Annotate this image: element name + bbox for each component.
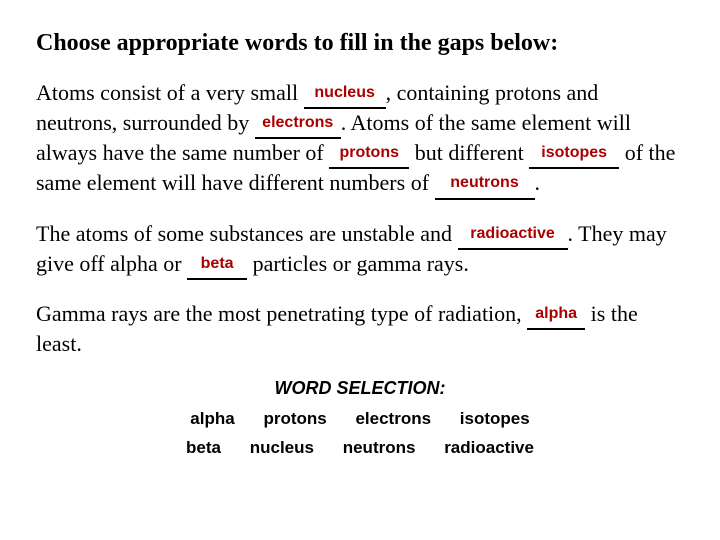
answer-8: alpha xyxy=(535,305,577,322)
paragraph-2: The atoms of some substances are unstabl… xyxy=(36,220,684,280)
word-selection-row-1: alpha protons electrons isotopes xyxy=(36,405,684,434)
blank-2: electrons xyxy=(255,109,341,139)
text-fragment: Gamma rays are the most penetrating type… xyxy=(36,301,527,326)
word-selection-title: WORD SELECTION: xyxy=(36,378,684,399)
blank-8: alpha xyxy=(527,300,585,330)
word-option: electrons xyxy=(355,405,431,434)
text-fragment: . xyxy=(535,170,541,195)
word-option: radioactive xyxy=(444,434,534,463)
word-option: alpha xyxy=(190,405,234,434)
word-option: isotopes xyxy=(460,405,530,434)
page-title: Choose appropriate words to fill in the … xyxy=(36,30,684,57)
text-fragment: The atoms of some substances are unstabl… xyxy=(36,221,458,246)
text-fragment: but different xyxy=(409,140,529,165)
word-option: protons xyxy=(263,405,326,434)
word-option: beta xyxy=(186,434,221,463)
blank-3: protons xyxy=(329,139,409,169)
worksheet-page: Choose appropriate words to fill in the … xyxy=(0,0,720,483)
paragraph-1: Atoms consist of a very small nucleus, c… xyxy=(36,79,684,200)
word-option: neutrons xyxy=(343,434,416,463)
paragraph-3: Gamma rays are the most penetrating type… xyxy=(36,300,684,358)
blank-6: radioactive xyxy=(458,220,568,250)
word-option: nucleus xyxy=(250,434,314,463)
word-selection-row-2: beta nucleus neutrons radioactive xyxy=(36,434,684,463)
answer-5: neutrons xyxy=(450,174,518,191)
blank-4: isotopes xyxy=(529,139,619,169)
word-selection: WORD SELECTION: alpha protons electrons … xyxy=(36,378,684,463)
answer-3: protons xyxy=(339,144,399,161)
answer-2: electrons xyxy=(262,114,333,131)
answer-7: beta xyxy=(201,255,234,272)
answer-6: radioactive xyxy=(470,225,554,242)
blank-1: nucleus xyxy=(304,79,386,109)
text-fragment: Atoms consist of a very small xyxy=(36,80,304,105)
text-fragment: particles or gamma rays. xyxy=(247,251,469,276)
answer-4: isotopes xyxy=(541,144,607,161)
answer-1: nucleus xyxy=(314,84,374,101)
blank-5: neutrons xyxy=(435,169,535,199)
blank-7: beta xyxy=(187,250,247,280)
